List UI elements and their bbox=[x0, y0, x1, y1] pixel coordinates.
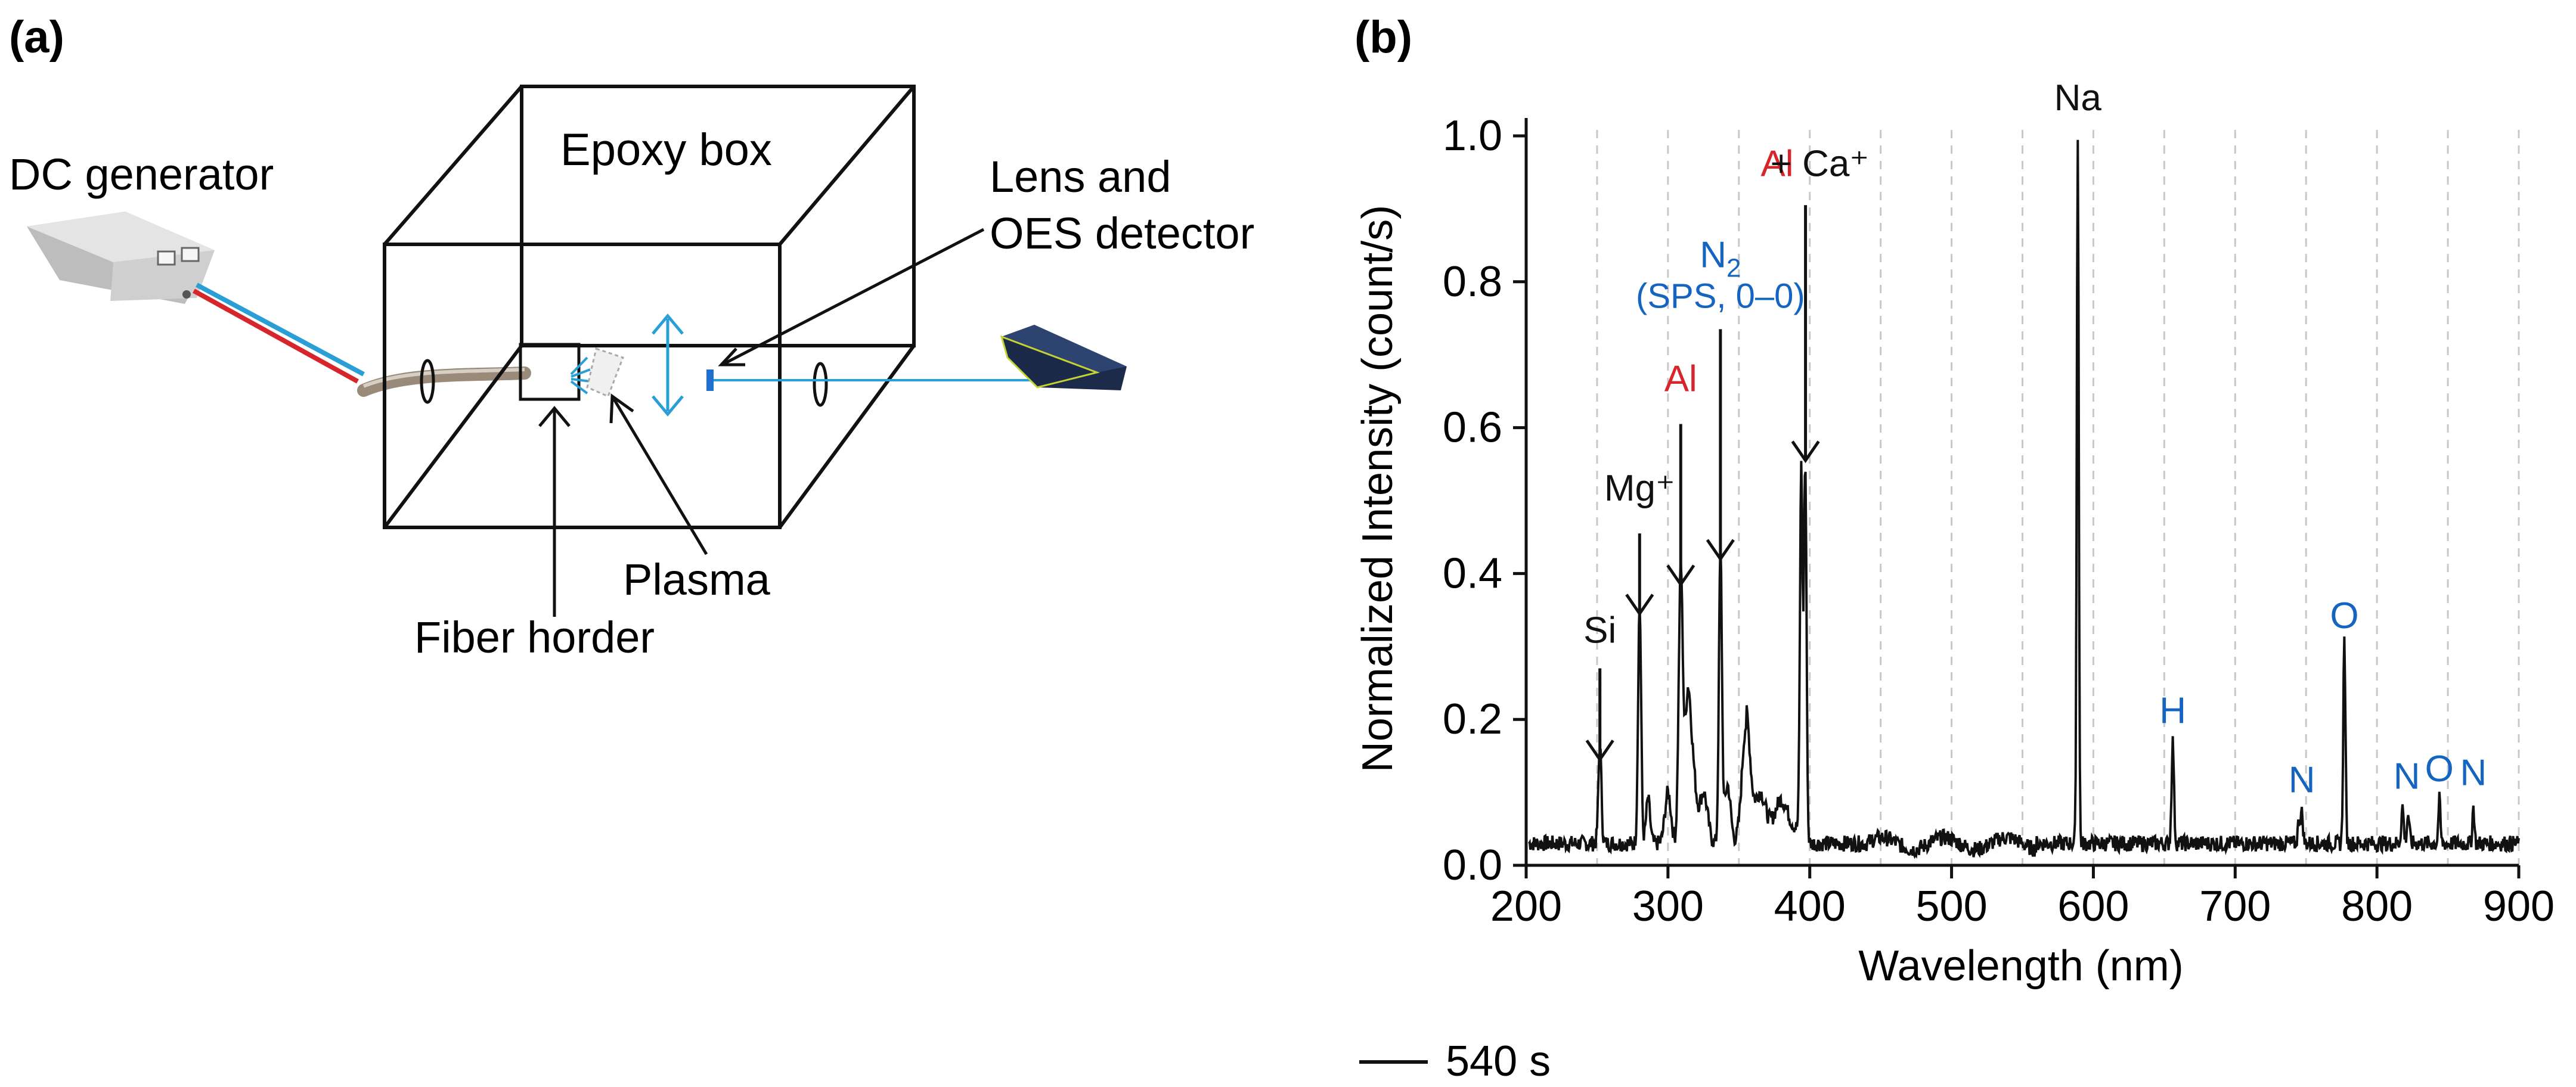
lens-pointer bbox=[723, 228, 985, 365]
annotation-n2-sub: 2 bbox=[1726, 253, 1741, 282]
series-line-540s bbox=[1528, 139, 2520, 859]
epoxy-box-label: Epoxy box bbox=[560, 125, 772, 175]
y-axis-label: Normalized Intensity (count/s) bbox=[1354, 205, 1402, 772]
arrow-mg-head bbox=[1625, 594, 1654, 617]
panel-a: (a) DC generator Epoxy box bbox=[9, 12, 1254, 662]
y-tick-label: 0.4 bbox=[1443, 549, 1502, 597]
oes-detector-device bbox=[1000, 325, 1127, 390]
legend-label: 540 s bbox=[1446, 1038, 1551, 1085]
x-tick-label: 700 bbox=[2199, 883, 2271, 930]
fiber-label: Fiber horder bbox=[414, 613, 655, 662]
y-tick-label: 0.0 bbox=[1443, 841, 1502, 889]
blue-cable bbox=[196, 282, 365, 377]
panel-b: (b) 200 300 400 500 600 700 800 900 0.0 0.2 0.4 0.6… bbox=[1354, 12, 2555, 1085]
arrow-si-head bbox=[1585, 740, 1614, 762]
annotation-alca_al: Al bbox=[1760, 143, 1793, 184]
x-tick-label: 800 bbox=[2341, 883, 2413, 930]
lens-element bbox=[706, 369, 714, 391]
plasma-glow bbox=[570, 356, 591, 395]
dc-generator-label: DC generator bbox=[9, 150, 274, 199]
x-axis-label: Wavelength (nm) bbox=[1858, 942, 2184, 990]
annotation-n1: N bbox=[2289, 760, 2315, 801]
lens-ring-left bbox=[420, 359, 435, 404]
y-tick-label: 1.0 bbox=[1443, 112, 1502, 160]
focus-arrow bbox=[652, 313, 684, 417]
x-tick-label: 900 bbox=[2483, 883, 2555, 930]
annotation-h: H bbox=[2159, 690, 2186, 731]
plasma-label: Plasma bbox=[623, 555, 771, 604]
arrow-alca_ca-head bbox=[1791, 440, 1820, 464]
x-tick-label: 300 bbox=[1632, 883, 1704, 930]
annotation-na: Na bbox=[2054, 77, 2102, 119]
y-tick-label: 0.2 bbox=[1443, 695, 1502, 743]
spectrum-series bbox=[1528, 139, 2520, 859]
annotation-si: Si bbox=[1583, 610, 1616, 651]
epoxy-box bbox=[383, 85, 916, 529]
red-cable bbox=[193, 288, 359, 384]
dc-generator-device bbox=[27, 212, 215, 304]
axes bbox=[1524, 118, 2519, 867]
annotation-al1: Al bbox=[1664, 358, 1697, 399]
annotation-o2: O bbox=[2425, 749, 2454, 790]
x-grid bbox=[1596, 130, 2520, 865]
annotation-n3: N bbox=[2460, 752, 2487, 793]
annotation-o1: O bbox=[2330, 595, 2358, 636]
x-tick-label: 200 bbox=[1490, 883, 1562, 930]
legend: 540 s bbox=[1359, 1038, 1551, 1085]
plasma-pointer bbox=[612, 398, 708, 555]
plasma-window bbox=[586, 347, 624, 397]
annotation-n2: N2 bbox=[1700, 234, 1741, 282]
panel-b-label: (b) bbox=[1354, 12, 1412, 63]
panel-a-label: (a) bbox=[9, 12, 64, 63]
lens-ring-right bbox=[813, 362, 828, 407]
fiber-holder bbox=[519, 343, 581, 401]
ticks: 200 300 400 500 600 700 800 900 0.0 0.2 0.4 0.6 0.8 1… bbox=[1443, 112, 2555, 930]
annotation-n2-line2: (SPS, 0–0) bbox=[1636, 277, 1805, 315]
x-tick-label: 600 bbox=[2057, 883, 2129, 930]
arrow-n2-head bbox=[1706, 539, 1735, 562]
lens-label: Lens and bbox=[990, 152, 1171, 201]
y-tick-label: 0.6 bbox=[1443, 404, 1502, 452]
annotation-n2b: N bbox=[2394, 756, 2420, 797]
arrow-al1-head bbox=[1666, 564, 1695, 588]
annotation-mg: Mg⁺ bbox=[1604, 468, 1675, 509]
oes-label: OES detector bbox=[990, 209, 1254, 258]
y-tick-label: 0.8 bbox=[1443, 258, 1502, 306]
annotation-alca_ca: + Ca⁺ bbox=[1771, 143, 1869, 184]
x-tick-label: 500 bbox=[1916, 883, 1988, 930]
x-tick-label: 400 bbox=[1774, 883, 1846, 930]
